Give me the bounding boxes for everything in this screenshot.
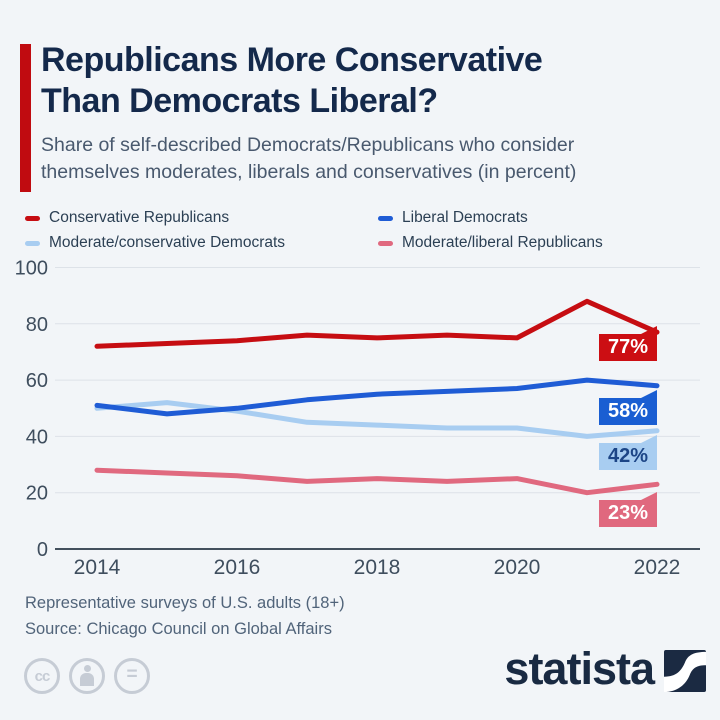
legend-item: Moderate/conservative Democrats: [25, 232, 378, 254]
end-value-label: 58%: [599, 390, 657, 425]
x-tick-label: 2014: [74, 556, 121, 579]
legend-marker-icon: [25, 240, 40, 246]
subtitle-line-2: themselves moderates, liberals and conse…: [41, 161, 577, 183]
x-tick-label: 2016: [214, 556, 261, 579]
series-line: [94, 298, 660, 349]
y-tick-label: 100: [15, 258, 48, 280]
y-tick-label: 80: [26, 314, 48, 336]
legend-marker-icon: [378, 215, 393, 221]
x-tick-label: 2020: [494, 556, 541, 579]
legend-item: Moderate/liberal Republicans: [378, 232, 705, 254]
footer-note: Representative surveys of U.S. adults (1…: [25, 594, 345, 612]
page-subtitle: Share of self-described Democrats/Republ…: [41, 132, 701, 186]
license-icons: cc =: [24, 658, 150, 694]
series-line: [94, 467, 660, 496]
title-accent-bar: [20, 44, 31, 192]
title-line-1: Republicans More Conservative: [41, 41, 543, 79]
end-value-label: 77%: [599, 326, 657, 361]
legend-label: Conservative Republicans: [49, 209, 230, 226]
title-line-2: Than Democrats Liberal?: [41, 82, 438, 120]
series-line: [94, 377, 660, 417]
no-derivatives-icon[interactable]: =: [114, 658, 150, 694]
attribution-person-icon[interactable]: [69, 658, 105, 694]
statista-logo-mark-icon: [664, 650, 706, 692]
end-value-label: 23%: [599, 492, 657, 527]
series-line: [94, 400, 660, 439]
chart-legend: Conservative Republicans Liberal Democrat…: [25, 207, 705, 254]
legend-label: Moderate/conservative Democrats: [49, 234, 286, 251]
statista-logo-text: statista: [504, 643, 655, 694]
end-value-label: 42%: [599, 435, 657, 470]
y-tick-label: 20: [26, 483, 48, 505]
footer-source: Source: Chicago Council on Global Affair…: [25, 620, 332, 638]
y-tick-label: 40: [26, 426, 48, 448]
x-tick-label: 2018: [354, 556, 401, 579]
statista-logo[interactable]: statista: [504, 643, 706, 694]
legend-label: Moderate/liberal Republicans: [402, 234, 603, 251]
legend-marker-icon: [378, 240, 393, 246]
y-tick-label: 0: [37, 539, 48, 561]
legend-marker-icon: [25, 215, 40, 221]
x-tick-label: 2022: [634, 556, 681, 579]
legend-label: Liberal Democrats: [402, 209, 528, 226]
y-tick-label: 60: [26, 370, 48, 392]
legend-item: Conservative Republicans: [25, 207, 378, 229]
page-title: Republicans More Conservative Than Democ…: [41, 40, 701, 122]
line-chart: 0 20 40 60 80 100 2014 2016 2018 2020 2022: [15, 258, 700, 579]
creative-commons-icon[interactable]: cc: [24, 658, 60, 694]
subtitle-line-1: Share of self-described Democrats/Republ…: [41, 134, 575, 156]
legend-item: Liberal Democrats: [378, 207, 705, 229]
